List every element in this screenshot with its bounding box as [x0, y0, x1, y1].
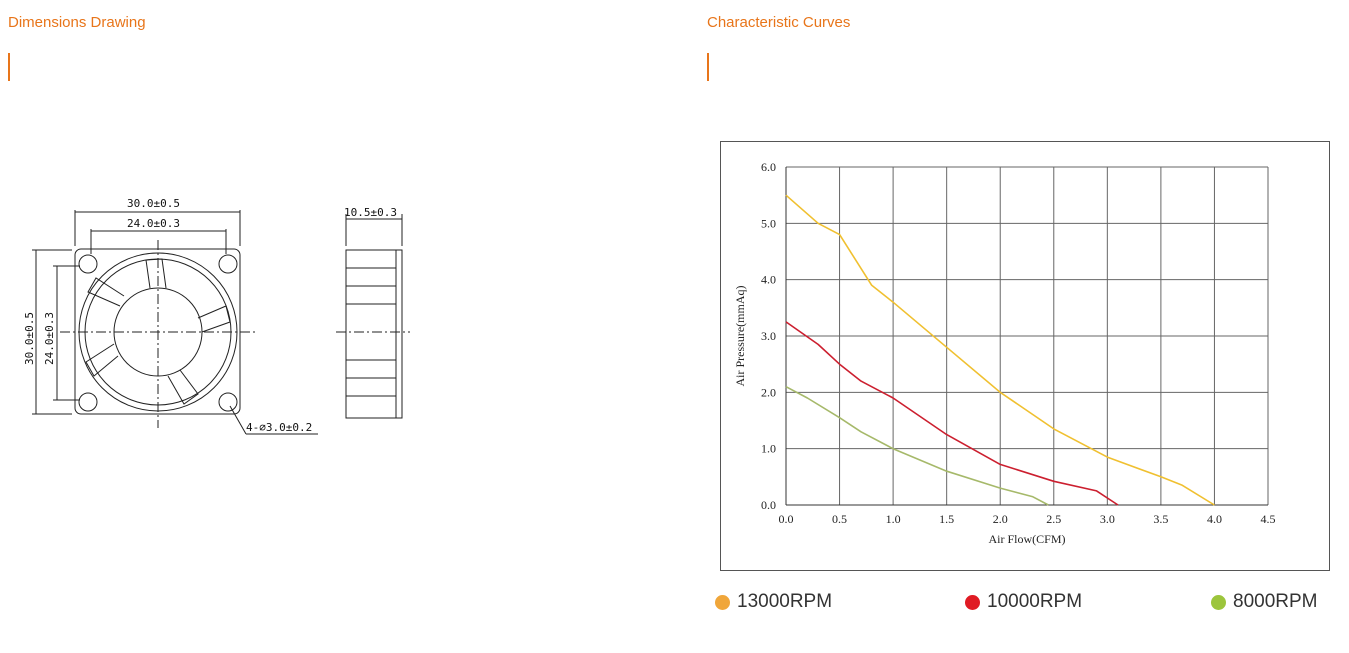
legend-label-8000rpm: 8000RPM	[1233, 591, 1318, 612]
mount-hole	[218, 254, 238, 274]
series-line-13000rpm	[785, 194, 1215, 506]
chart-ticks: 0.0 0.5 1.0 1.5 2.0 2.5 3.0 3.5 4.0 4.5 0.0 1.0 2.0 3…	[761, 160, 1276, 526]
fan-blade	[85, 343, 119, 377]
dim-hole-height: 24.0±0.3	[43, 312, 56, 365]
y-axis-label: Air Pressure(mmAq)	[733, 286, 747, 387]
y-tick-label: 5.0	[761, 216, 776, 230]
y-tick-label: 4.0	[761, 273, 776, 287]
mount-hole	[78, 392, 98, 412]
legend-label-10000rpm: 10000RPM	[987, 591, 1083, 612]
chart-grid	[785, 166, 1269, 506]
x-tick-label: 4.0	[1207, 512, 1222, 526]
y-tick-label: 0.0	[761, 498, 776, 512]
dim-outer-height: 30.0±0.5	[23, 312, 36, 365]
legend-item-10000rpm: 10000RPM	[965, 591, 1082, 613]
dim-outer-width: 30.0±0.5	[127, 197, 180, 210]
legend-item-8000rpm: 8000RPM	[1211, 591, 1318, 613]
characteristic-curves-chart: 0.0 0.5 1.0 1.5 2.0 2.5 3.0 3.5 4.0 4.5 0.0 1.0 2.0 3…	[733, 160, 1276, 546]
y-tick-label: 6.0	[761, 160, 776, 174]
fan-side-view	[345, 249, 403, 419]
y-tick-label: 2.0	[761, 385, 776, 399]
series-line-10000rpm	[785, 321, 1119, 506]
y-tick-label: 3.0	[761, 329, 776, 343]
dim-side-thickness: 10.5±0.3	[344, 206, 397, 219]
fan-blade	[167, 369, 199, 405]
dimensions-drawing-title: Dimensions Drawing	[8, 14, 146, 31]
fan-blade	[145, 258, 167, 289]
fan-blade	[197, 305, 231, 333]
dim-hole-note: 4-⌀3.0±0.2	[246, 421, 312, 434]
dimensions-accent-bar	[8, 53, 10, 81]
x-tick-label: 0.0	[779, 512, 794, 526]
legend-dot-13000rpm	[715, 594, 730, 610]
legend-dot-8000rpm	[1211, 594, 1226, 610]
legend-dot-10000rpm	[965, 594, 980, 610]
y-tick-label: 1.0	[761, 442, 776, 456]
curves-accent-bar	[707, 53, 709, 81]
dim-hole-width: 24.0±0.3	[127, 217, 180, 230]
chart-frame: 0.0 0.5 1.0 1.5 2.0 2.5 3.0 3.5 4.0 4.5 0.0 1.0 2.0 3…	[720, 141, 1330, 571]
mount-hole	[218, 392, 238, 412]
mount-hole	[78, 254, 98, 274]
dimensions-drawing: 30.0±0.5 24.0±0.3 10.5±0.3 4-⌀3.0±0.2 30…	[23, 197, 410, 435]
characteristic-curves-title: Characteristic Curves	[707, 14, 851, 31]
x-tick-label: 4.5	[1261, 512, 1276, 526]
fan-blade	[87, 277, 125, 307]
chart-series	[785, 194, 1215, 506]
x-tick-label: 3.5	[1153, 512, 1168, 526]
x-tick-label: 0.5	[832, 512, 847, 526]
x-tick-label: 1.5	[939, 512, 954, 526]
x-tick-label: 3.0	[1100, 512, 1115, 526]
chart-legend: 13000RPM 10000RPM 8000RPM	[715, 591, 1335, 617]
x-tick-label: 2.0	[993, 512, 1008, 526]
legend-item-13000rpm: 13000RPM	[715, 591, 832, 613]
series-line-8000rpm	[785, 385, 1049, 506]
x-tick-label: 1.0	[886, 512, 901, 526]
legend-label-13000rpm: 13000RPM	[737, 591, 833, 612]
x-axis-label: Air Flow(CFM)	[988, 532, 1065, 546]
x-tick-label: 2.5	[1046, 512, 1061, 526]
